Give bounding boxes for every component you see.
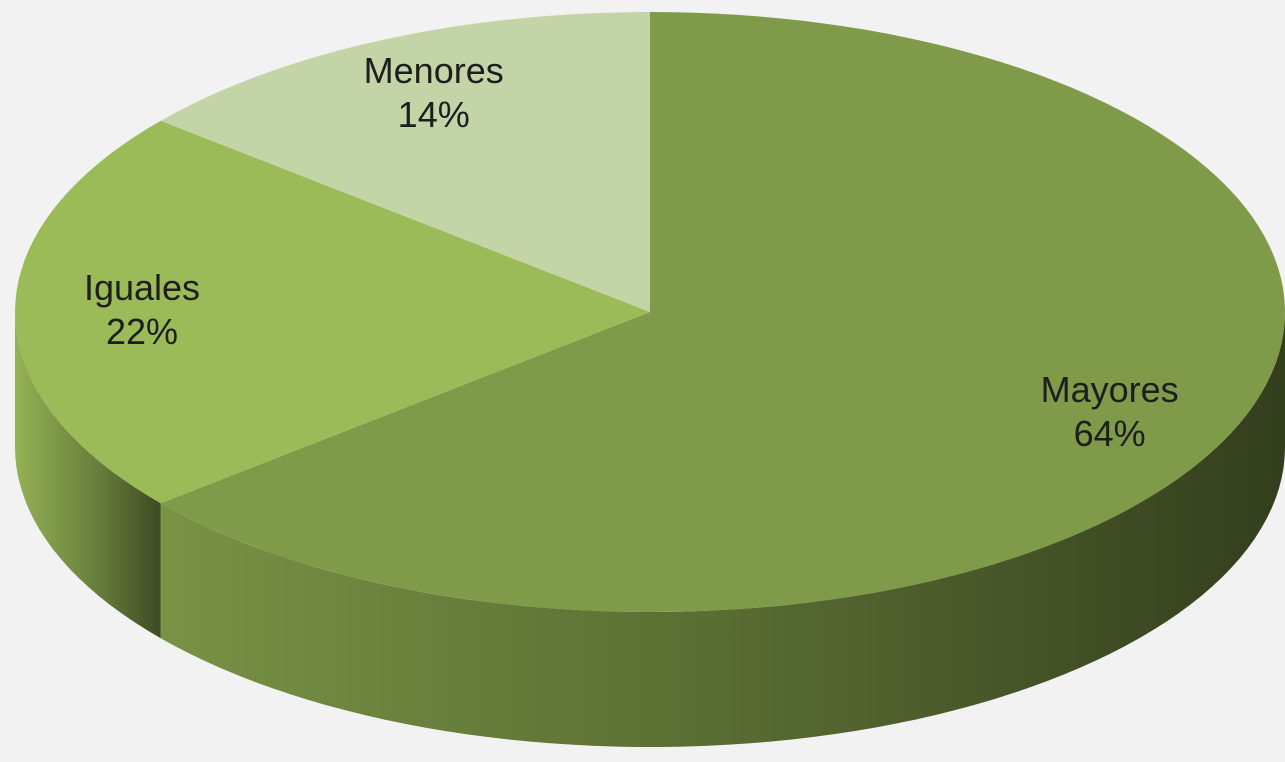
slice-value-label: 64% [1074, 413, 1146, 454]
slice-side-shade [160, 312, 1285, 747]
slice-category-label: Mayores [1041, 369, 1179, 410]
slice [160, 12, 1285, 612]
slice-category-label: Iguales [84, 267, 200, 308]
slice-value-label: 14% [398, 94, 470, 135]
slice [160, 12, 650, 312]
slice [15, 120, 650, 504]
slice-category-label: Menores [364, 50, 504, 91]
slice-side-shade [15, 312, 161, 639]
slice-value-label: 22% [106, 311, 178, 352]
